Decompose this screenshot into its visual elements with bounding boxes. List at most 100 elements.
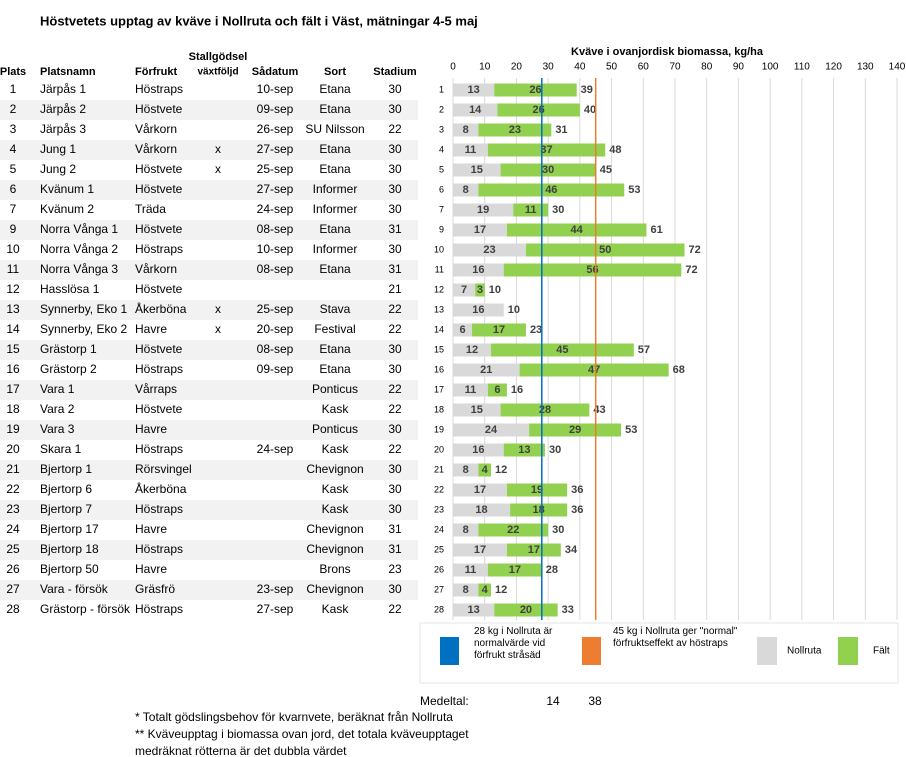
table-cell: 24-sep bbox=[257, 202, 294, 216]
table-cell: Vårkorn bbox=[135, 142, 177, 156]
table-cell: 21 bbox=[6, 462, 20, 476]
table-cell: 16 bbox=[6, 362, 20, 376]
bar-segment bbox=[472, 323, 526, 337]
data-label: 11 bbox=[465, 564, 477, 576]
table-cell: x bbox=[215, 302, 221, 316]
table-cell: 21 bbox=[388, 282, 402, 296]
table-cell: 31 bbox=[388, 222, 402, 236]
table-cell: 30 bbox=[388, 182, 402, 196]
legend-marker bbox=[838, 637, 858, 665]
table-cell: 25-sep bbox=[257, 302, 294, 316]
total-label: 57 bbox=[638, 344, 650, 356]
x-tick-label: 70 bbox=[669, 62, 681, 73]
table-cell: 22 bbox=[388, 302, 402, 316]
table-cell: 30 bbox=[388, 142, 402, 156]
data-label: 50 bbox=[599, 244, 611, 256]
legend-label: Nollruta bbox=[787, 646, 822, 657]
total-label: 72 bbox=[689, 244, 701, 256]
row-stripe bbox=[0, 140, 418, 160]
bar-segment bbox=[453, 483, 507, 497]
table-cell: 18 bbox=[6, 402, 20, 416]
legend-label: 28 kg i Nollruta är normalvärde vid förf… bbox=[474, 626, 553, 661]
table-cell: Stava bbox=[320, 302, 351, 316]
table-cell: 22 bbox=[388, 402, 402, 416]
table-cell: Vara - försök bbox=[40, 582, 109, 596]
table-cell: Höstraps bbox=[135, 242, 183, 256]
table-cell: Kvänum 2 bbox=[40, 202, 94, 216]
summary-label: Medeltal: bbox=[420, 694, 469, 708]
total-label: 16 bbox=[511, 384, 523, 396]
bar-segment bbox=[478, 123, 552, 137]
legend-marker bbox=[757, 637, 777, 665]
table-cell: Hasslösa 1 bbox=[40, 282, 100, 296]
y-tick-label: 16 bbox=[434, 364, 444, 374]
row-stripe bbox=[0, 380, 418, 400]
data-label: 8 bbox=[463, 124, 469, 136]
data-label: 37 bbox=[540, 144, 552, 156]
bar-segment bbox=[453, 303, 504, 317]
table-cell: 08-sep bbox=[257, 262, 294, 276]
bar-segment bbox=[453, 183, 479, 197]
bar-segment bbox=[478, 523, 549, 537]
table-cell: Höstvete bbox=[135, 182, 183, 196]
row-stripe bbox=[0, 540, 418, 560]
table-cell: 27-sep bbox=[257, 182, 294, 196]
title: Höstvetets upptag av kväve i Nollruta oc… bbox=[40, 13, 478, 28]
table-cell: 09-sep bbox=[257, 102, 294, 116]
data-label: 7 bbox=[461, 284, 467, 296]
bar-segment bbox=[491, 343, 634, 357]
table-cell: Kask bbox=[322, 482, 350, 496]
y-tick-label: 15 bbox=[434, 344, 444, 354]
bar-segment bbox=[453, 323, 473, 337]
table-cell: Etana bbox=[319, 262, 351, 276]
table-cell: Havre bbox=[135, 562, 167, 576]
table-cell: Höstraps bbox=[135, 442, 183, 456]
table-cell: Bjertorp 7 bbox=[40, 502, 92, 516]
data-label: 15 bbox=[471, 404, 483, 416]
x-tick-label: 0 bbox=[450, 62, 456, 73]
table-cell: 22 bbox=[6, 482, 20, 496]
table-cell: 30 bbox=[388, 462, 402, 476]
table-cell: Informer bbox=[313, 202, 358, 216]
total-label: 48 bbox=[609, 144, 621, 156]
total-label: 72 bbox=[685, 264, 697, 276]
table-cell: 11 bbox=[7, 262, 20, 276]
bar-segment bbox=[453, 423, 530, 437]
table-cell: 9 bbox=[10, 222, 17, 236]
data-label: 16 bbox=[472, 264, 484, 276]
column-header: växtföljd bbox=[197, 67, 238, 78]
table-cell: 20-sep bbox=[257, 322, 294, 336]
table-cell: Etana bbox=[319, 222, 351, 236]
table-cell: Höstvete bbox=[135, 282, 183, 296]
y-tick-label: 22 bbox=[434, 484, 444, 494]
total-label: 33 bbox=[562, 604, 574, 616]
table-cell: Ponticus bbox=[312, 382, 358, 396]
table-cell: SU Nilsson bbox=[305, 122, 364, 136]
x-tick-label: 40 bbox=[574, 62, 586, 73]
table-cell: Kask bbox=[322, 502, 350, 516]
bar-segment bbox=[453, 383, 488, 397]
data-label: 3 bbox=[477, 284, 483, 296]
bar-segment bbox=[453, 223, 507, 237]
bar-segment bbox=[500, 163, 596, 177]
legend-frame bbox=[419, 622, 899, 684]
table-cell: Havre bbox=[135, 322, 167, 336]
column-header: Plats bbox=[0, 66, 26, 78]
data-label: 11 bbox=[525, 204, 537, 216]
y-tick-label: 3 bbox=[439, 124, 444, 134]
table-cell: Havre bbox=[135, 422, 167, 436]
data-label: 11 bbox=[465, 144, 477, 156]
table-cell: 19 bbox=[6, 422, 20, 436]
table-cell: Kask bbox=[322, 442, 350, 456]
bar-segment bbox=[453, 203, 514, 217]
table-cell: 27-sep bbox=[257, 602, 294, 616]
bar-segment bbox=[453, 103, 498, 117]
table-cell: Etana bbox=[319, 102, 351, 116]
total-label: 30 bbox=[552, 204, 564, 216]
legend-label: 45 kg i Nollruta ger "normal" förfruktse… bbox=[613, 626, 738, 649]
table-cell: Grästorp - försök bbox=[40, 602, 131, 616]
table-cell: 30 bbox=[388, 242, 402, 256]
bar-segment bbox=[475, 283, 485, 297]
table-cell: Träda bbox=[135, 202, 166, 216]
